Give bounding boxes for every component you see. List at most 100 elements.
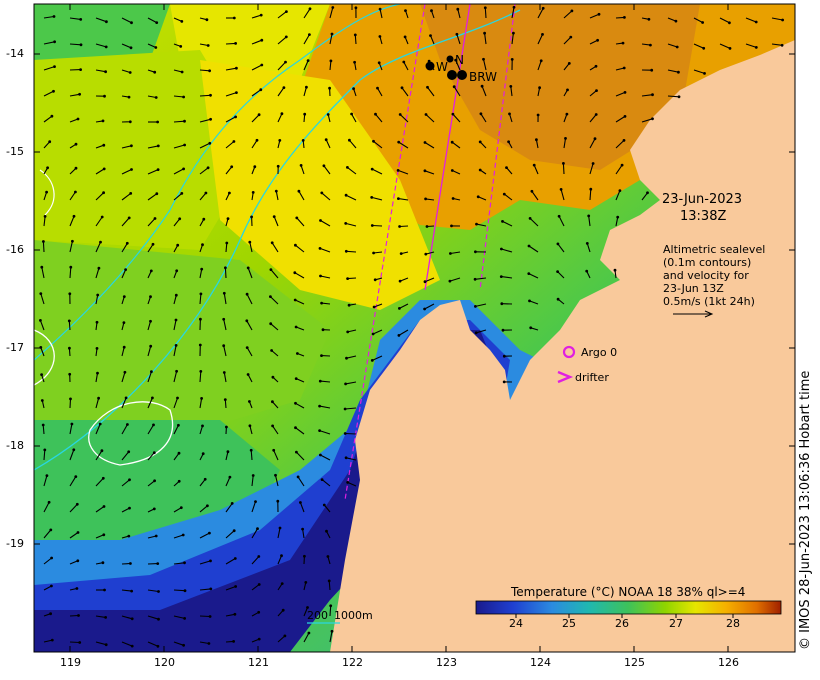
velocity-arrow-head	[149, 344, 153, 348]
velocity-arrow-head	[284, 60, 287, 64]
velocity-arrow-head	[296, 475, 300, 479]
velocity-arrow	[275, 190, 279, 201]
velocity-arrow	[147, 371, 152, 383]
velocity-arrow	[563, 138, 567, 149]
velocity-arrow-head	[128, 120, 132, 124]
velocity-arrow-head	[305, 85, 308, 89]
velocity-arrow-head	[127, 216, 131, 220]
velocity-arrow	[296, 451, 305, 461]
velocity-arrow	[372, 329, 383, 335]
velocity-arrow-head	[320, 191, 324, 195]
velocity-arrow-head	[182, 643, 186, 647]
velocity-arrow	[121, 507, 130, 513]
velocity-arrows	[39, 5, 784, 648]
velocity-arrow	[295, 244, 305, 253]
velocity-arrow	[121, 397, 127, 409]
colorbar-tick-label: 24	[509, 617, 523, 630]
velocity-arrow	[511, 33, 514, 45]
velocity-arrow-head	[257, 637, 261, 641]
velocity-arrow-head	[101, 476, 105, 480]
velocity-arrow	[199, 425, 204, 435]
velocity-arrow-head	[474, 331, 478, 335]
velocity-arrow-head	[47, 500, 51, 504]
velocity-arrow	[771, 43, 783, 46]
velocity-arrow	[529, 300, 539, 305]
velocity-arrow-head	[564, 137, 567, 140]
velocity-arrow	[69, 641, 80, 644]
velocity-arrow	[251, 39, 262, 45]
velocity-arrow	[452, 113, 461, 123]
velocity-arrow-head	[257, 583, 261, 586]
velocity-arrow-head	[76, 531, 80, 534]
velocity-arrow-head	[398, 225, 401, 228]
velocity-arrow-head	[208, 531, 211, 535]
velocity-arrow-head	[423, 169, 427, 173]
velocity-arrow-head	[331, 6, 335, 9]
velocity-arrow-head	[325, 529, 328, 533]
velocity-arrow-head	[270, 349, 273, 352]
velocity-arrow	[399, 277, 409, 282]
velocity-arrow	[427, 86, 435, 97]
lon-tick-label: 126	[718, 656, 739, 669]
velocity-arrow-head	[346, 330, 350, 334]
velocity-arrow	[557, 243, 565, 253]
velocity-arrow	[345, 381, 357, 385]
velocity-arrow-head	[49, 612, 52, 616]
velocity-arrow-head	[326, 113, 330, 116]
velocity-arrow-head	[303, 112, 307, 116]
velocity-arrow	[295, 427, 305, 435]
velocity-arrow	[69, 476, 77, 487]
velocity-arrow-head	[348, 138, 351, 142]
velocity-arrow	[693, 17, 703, 23]
velocity-arrow-head	[122, 345, 126, 349]
velocity-arrow-head	[280, 554, 283, 558]
velocity-arrow-head	[251, 474, 255, 477]
velocity-arrow-head	[480, 84, 484, 88]
velocity-arrow-head	[78, 641, 82, 644]
velocity-arrow-head	[149, 319, 152, 323]
velocity-arrow-head	[222, 317, 226, 321]
velocity-arrow	[223, 293, 227, 305]
velocity-arrow-head	[529, 326, 533, 330]
velocity-arrow-head	[651, 117, 654, 121]
velocity-arrow	[173, 218, 181, 227]
velocity-arrow	[69, 43, 82, 46]
velocity-arrow-head	[500, 302, 504, 306]
velocity-arrow-head	[280, 112, 284, 116]
velocity-arrow	[425, 251, 435, 255]
velocity-arrow-head	[483, 6, 487, 10]
velocity-arrow	[69, 93, 80, 97]
velocity-arrow-head	[103, 94, 106, 98]
velocity-arrow-head	[183, 561, 186, 565]
velocity-arrow-head	[271, 375, 275, 379]
velocity-arrow	[249, 241, 253, 253]
velocity-arrow-head	[257, 610, 261, 614]
velocity-arrow	[615, 115, 626, 123]
velocity-arrow	[225, 166, 233, 175]
velocity-arrow-head	[224, 266, 227, 270]
velocity-arrow-head	[235, 66, 238, 70]
argo-symbol	[562, 345, 576, 359]
velocity-arrow-head	[430, 9, 433, 13]
velocity-arrow	[223, 319, 227, 331]
velocity-arrow-head	[179, 45, 183, 48]
velocity-arrow	[121, 562, 131, 565]
velocity-arrow	[173, 371, 178, 383]
velocity-arrow-head	[293, 298, 297, 302]
velocity-arrow	[39, 320, 45, 331]
velocity-arrow-head	[232, 640, 236, 643]
velocity-arrow-head	[232, 16, 236, 20]
velocity-arrow-head	[508, 112, 511, 116]
velocity-arrow	[147, 193, 158, 201]
velocity-arrow	[43, 15, 55, 19]
velocity-arrow	[294, 272, 305, 279]
velocity-arrow-head	[39, 346, 43, 349]
velocity-arrow-head	[175, 369, 179, 373]
velocity-arrow-head	[294, 426, 297, 430]
velocity-arrow-head	[201, 424, 204, 428]
velocity-arrow-head	[95, 320, 99, 324]
velocity-arrow	[503, 193, 513, 201]
velocity-arrow	[43, 502, 50, 513]
velocity-arrow-head	[156, 120, 160, 124]
velocity-arrow	[69, 398, 72, 409]
